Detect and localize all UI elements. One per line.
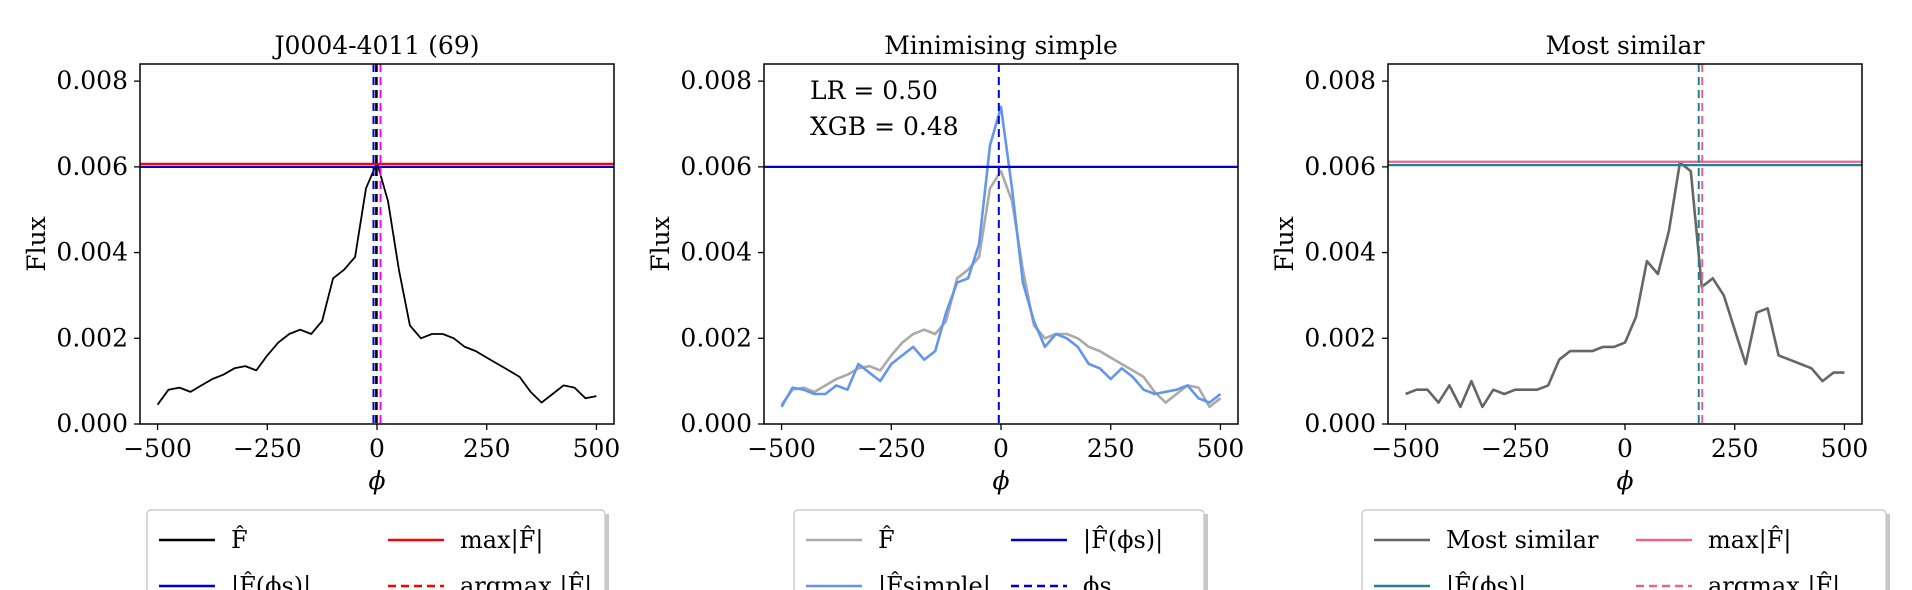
- y-tick-label: 0.004: [56, 238, 128, 267]
- y-tick-label: 0.006: [680, 152, 752, 181]
- x-axis-label: ϕ: [368, 466, 385, 495]
- y-axis-label: Flux: [1270, 216, 1299, 272]
- x-tick-label: −500: [1371, 434, 1440, 463]
- x-tick-label: 500: [1821, 434, 1869, 463]
- annotation-text: XGB = 0.48: [810, 112, 959, 141]
- legend-label: Most similar: [1446, 526, 1599, 554]
- legend-label: |F̂(ϕs)|: [1446, 572, 1526, 590]
- y-axis-label: Flux: [646, 216, 675, 272]
- y-tick-label: 0.006: [1304, 152, 1376, 181]
- x-tick-label: 250: [463, 434, 511, 463]
- legend-label: |F̂simple|: [878, 572, 991, 590]
- legend: Most similar max|F̂| |F̂(ϕs)| argmax |F̂|: [1361, 509, 1890, 590]
- annotation-text: LR = 0.50: [810, 76, 938, 105]
- y-axis-label: Flux: [22, 216, 51, 272]
- x-tick-label: 0: [369, 434, 385, 463]
- plot-area: [1388, 64, 1862, 424]
- legend-label: argmax |F̂|: [460, 572, 592, 590]
- chart-title: Minimising simple: [884, 31, 1118, 60]
- x-tick-label: −500: [747, 434, 816, 463]
- plot-frame: [1387, 63, 1863, 425]
- legend-label: argmax |F̂|: [1708, 572, 1840, 590]
- y-tick-label: 0.002: [1304, 323, 1376, 352]
- y-tick-label: 0.008: [680, 66, 752, 95]
- x-tick-label: −250: [233, 434, 302, 463]
- y-tick-label: 0.004: [680, 238, 752, 267]
- y-tick-label: 0.006: [56, 152, 128, 181]
- x-axis-label: ϕ: [1616, 466, 1633, 495]
- series-line: [780, 105, 1222, 408]
- legend-box: [793, 509, 1205, 590]
- x-axis-label: ϕ: [992, 466, 1009, 495]
- legend-box: [1361, 509, 1887, 590]
- x-tick-label: 500: [573, 434, 621, 463]
- x-tick-label: 0: [1617, 434, 1633, 463]
- legend-label: F̂: [878, 526, 895, 554]
- plot-frame: [139, 63, 615, 425]
- x-tick-label: 500: [1197, 434, 1245, 463]
- legend-label: F̂: [231, 526, 248, 554]
- y-tick-label: 0.008: [1304, 66, 1376, 95]
- legend-label: |F̂(ϕs)|: [231, 572, 311, 590]
- series-line: [780, 169, 1222, 409]
- legend-label: |F̂(ϕs)|: [1083, 526, 1163, 555]
- legend-label: max|F̂|: [460, 526, 543, 555]
- y-tick-label: 0.004: [1304, 238, 1376, 267]
- legend: F̂ |F̂(ϕs)| |F̂simple| ϕs: [793, 509, 1208, 590]
- x-tick-label: −250: [1481, 434, 1550, 463]
- plot-frame: [763, 63, 1239, 425]
- chart-title: Most similar: [1546, 31, 1705, 60]
- x-tick-label: −500: [123, 434, 192, 463]
- x-tick-label: 250: [1087, 434, 1135, 463]
- x-tick-label: 0: [993, 434, 1009, 463]
- y-tick-label: 0.000: [1304, 409, 1376, 438]
- y-tick-label: 0.008: [56, 66, 128, 95]
- legend: F̂ max|F̂| |F̂(ϕs)| argmax |F̂|: [146, 509, 609, 590]
- chart-panel-3: Most similar Flux ϕ −500 −250 0 250 500 0.000 0.0…: [1270, 31, 1890, 590]
- chart-panel-2: Minimising simple Flux ϕ −500 −250 0 250 500 0.0…: [646, 31, 1244, 590]
- y-tick-label: 0.002: [56, 323, 128, 352]
- y-tick-label: 0.000: [56, 409, 128, 438]
- x-tick-label: −250: [857, 434, 926, 463]
- chart-panel-1: J0004-4011 (69) Flux ϕ −500 −250 0 250 500 0.000…: [22, 31, 620, 590]
- plot-area: [764, 64, 1238, 424]
- y-tick-label: 0.000: [680, 409, 752, 438]
- plot-area: [140, 64, 614, 424]
- legend-label: ϕs: [1083, 572, 1112, 590]
- legend-label: max|F̂|: [1708, 526, 1791, 555]
- series-line: [1405, 161, 1845, 409]
- x-tick-label: 250: [1711, 434, 1759, 463]
- y-tick-label: 0.002: [680, 323, 752, 352]
- chart-title: J0004-4011 (69): [272, 31, 480, 60]
- legend-box: [146, 509, 606, 590]
